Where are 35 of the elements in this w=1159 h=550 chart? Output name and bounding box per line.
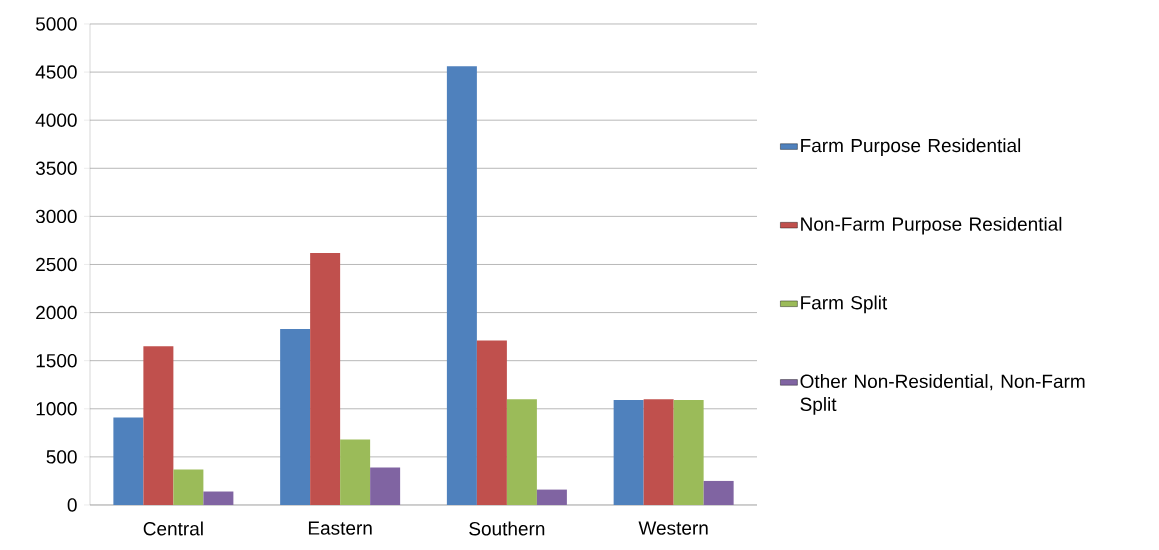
y-tick-label: 5000: [35, 17, 77, 31]
x-tick-label: Southern: [469, 521, 545, 536]
x-tick-label: Eastern: [308, 521, 372, 535]
bar: [476, 340, 507, 505]
bar: [643, 399, 674, 505]
legend-label: Farm Purpose Residential: [801, 138, 1021, 156]
y-tick-label: 4000: [35, 113, 77, 127]
bar: [173, 469, 204, 505]
x-tick-label: Western: [638, 521, 708, 535]
y-tick-label: 3500: [35, 161, 77, 176]
bar: [203, 491, 234, 505]
y-tick-label: 4500: [35, 65, 77, 79]
bar: [370, 467, 401, 505]
bar: [446, 66, 477, 505]
y-tick-label: 2000: [36, 305, 77, 320]
bar: [113, 417, 144, 505]
x-tick-label: Central: [143, 521, 203, 536]
y-tick-label: 500: [46, 450, 77, 464]
y-tick-label: 3000: [35, 209, 77, 224]
bar: [280, 328, 311, 505]
bar: [143, 346, 174, 505]
y-tick-label: 1500: [36, 353, 77, 368]
bar: [506, 399, 537, 505]
bar: [536, 489, 567, 505]
y-tick-label: 2500: [36, 257, 77, 272]
legend-label: Farm Split: [801, 295, 888, 314]
y-tick-label: 0: [67, 498, 77, 512]
y-tick-label: 1000: [36, 402, 77, 416]
bar: [340, 439, 371, 505]
legend-label: Other Non-Residential, Non-Farm Split: [800, 374, 1085, 415]
bar: [613, 400, 644, 505]
bar: [703, 480, 734, 505]
bar: [310, 252, 341, 505]
legend-label: Non-Farm Purpose Residential: [801, 216, 1062, 235]
bar: [673, 400, 704, 505]
